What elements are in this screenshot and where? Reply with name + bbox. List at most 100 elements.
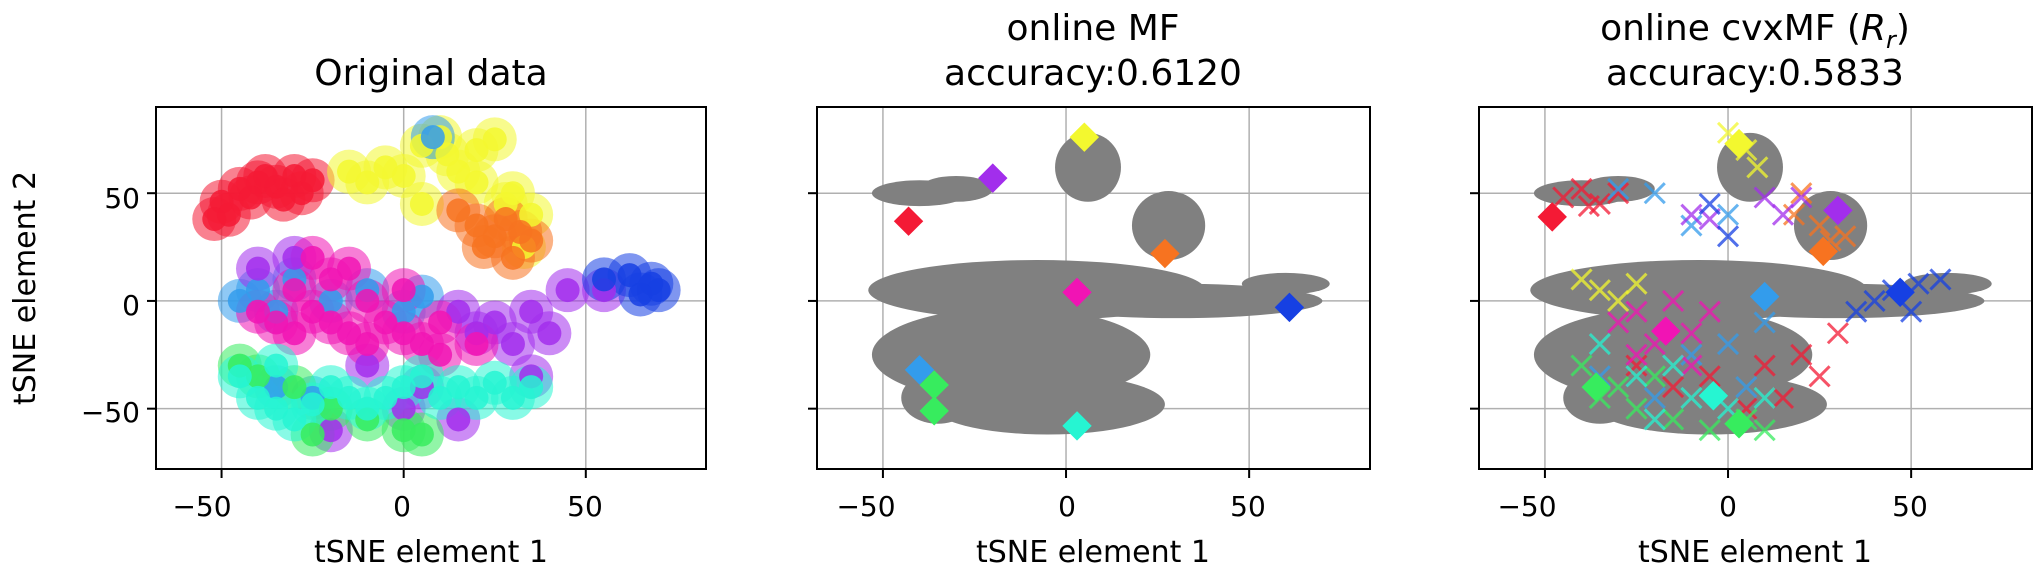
chart-title: online cvxMF (Rr) [1600, 8, 1910, 54]
centroid-diamond [1069, 122, 1100, 152]
chart-subtitle: accuracy:0.5833 [1606, 53, 1904, 94]
data-point [617, 263, 642, 288]
data-point [519, 375, 544, 400]
data-point [373, 310, 398, 335]
data-point [471, 235, 496, 260]
data-point [355, 288, 380, 313]
x-tick-label: 50 [1230, 490, 1266, 523]
cross-marker [1680, 386, 1703, 409]
y-axis-label: tSNE element 2 [8, 171, 43, 405]
data-points [202, 125, 671, 447]
data-point [508, 219, 533, 244]
y-tick-label: 0 [122, 289, 140, 322]
centroid-diamond [919, 396, 949, 426]
data-point [318, 396, 343, 421]
cross-marker [1845, 300, 1868, 323]
data-point [318, 310, 343, 335]
centroid-diamond [1150, 238, 1180, 269]
centroid-diamond [1698, 381, 1729, 411]
x-tick-label: −50 [1497, 490, 1556, 523]
x-tick-label: −50 [172, 490, 231, 523]
plot-frame [816, 106, 1371, 470]
cross-marker [1863, 289, 1886, 312]
centroid-diamond [1724, 128, 1754, 159]
cross-marker [1735, 376, 1758, 399]
centroid-diamond [1885, 277, 1915, 308]
x-tick-label: 0 [393, 490, 411, 523]
cross-marker [1834, 225, 1857, 248]
cross-marker [1570, 268, 1593, 291]
cross-marker [1929, 268, 1952, 291]
centroid-diamond [1808, 236, 1838, 267]
data-point [373, 155, 398, 180]
cross-marker [1662, 289, 1685, 312]
cross-marker [1790, 182, 1813, 205]
data-point [428, 310, 453, 335]
cross-marker [1625, 272, 1648, 295]
chart-title: online MF [1006, 8, 1179, 49]
cross-marker [1552, 186, 1575, 209]
cross-marker [1662, 376, 1685, 399]
cross-marker [1808, 214, 1831, 237]
data-point [337, 159, 362, 184]
data-point [300, 245, 325, 270]
panel-online-cvxmf: online cvxMF (Rr) accuracy:0.5833 tSNE e… [1470, 8, 2033, 570]
data-point [555, 278, 580, 303]
gray-cluster-region [1131, 191, 1206, 260]
data-point [300, 422, 325, 447]
cross-marker [1698, 192, 1721, 216]
data-point [245, 278, 270, 303]
centroid-diamond [1062, 277, 1092, 308]
data-point [409, 332, 434, 357]
cross-marker [1753, 386, 1776, 409]
cross-marker [1680, 343, 1703, 366]
cross-marker [1588, 332, 1611, 356]
cross-marker [1698, 419, 1721, 442]
cross-marker [1607, 289, 1630, 312]
data-point [464, 385, 489, 410]
cross-marker [1680, 203, 1703, 226]
tick-marks [808, 192, 1251, 478]
y-tick-label: −50 [81, 396, 140, 429]
cross-marker [1716, 203, 1740, 226]
data-point [519, 202, 544, 227]
cross-marker [1607, 177, 1630, 200]
centroid-diamond [978, 163, 1008, 193]
data-point [337, 256, 362, 281]
x-tick-label: 50 [1892, 490, 1928, 523]
data-point [628, 282, 653, 307]
data-point [318, 288, 343, 313]
cross-marker [1625, 343, 1648, 366]
x-tick-label: −50 [836, 490, 895, 523]
centroid-diamond [1062, 411, 1092, 441]
data-point [446, 198, 471, 223]
gray-cluster-region [1241, 272, 1330, 295]
panel-online-mf: online MF accuracy:0.6120 tSNE element 1… [808, 8, 1371, 570]
cross-marker [1716, 225, 1740, 248]
data-point [464, 332, 489, 357]
data-point [446, 375, 471, 400]
data-point [500, 385, 525, 410]
cross-marker [1826, 322, 1849, 345]
centroid-diamond [1581, 372, 1611, 402]
data-point [282, 278, 307, 303]
x-axis-label: tSNE element 1 [314, 535, 548, 570]
data-point [409, 422, 434, 447]
data-point [420, 125, 445, 150]
data-point [238, 185, 263, 210]
panel-original-data: Original data tSNE element 1 tSNE elemen… [8, 53, 707, 570]
cross-marker [1753, 354, 1776, 377]
data-point [592, 267, 617, 292]
cross-marker [1753, 311, 1776, 334]
cross-marker [1625, 397, 1648, 420]
data-point [355, 353, 380, 378]
data-point [500, 245, 525, 270]
data-point [482, 127, 507, 152]
data-point [409, 364, 434, 389]
cross-marker [1771, 203, 1795, 226]
cross-marker [1625, 365, 1648, 388]
cross-marker [1900, 300, 1923, 323]
tick-marks [147, 192, 587, 478]
data-point [300, 392, 325, 417]
data-point [318, 375, 343, 400]
